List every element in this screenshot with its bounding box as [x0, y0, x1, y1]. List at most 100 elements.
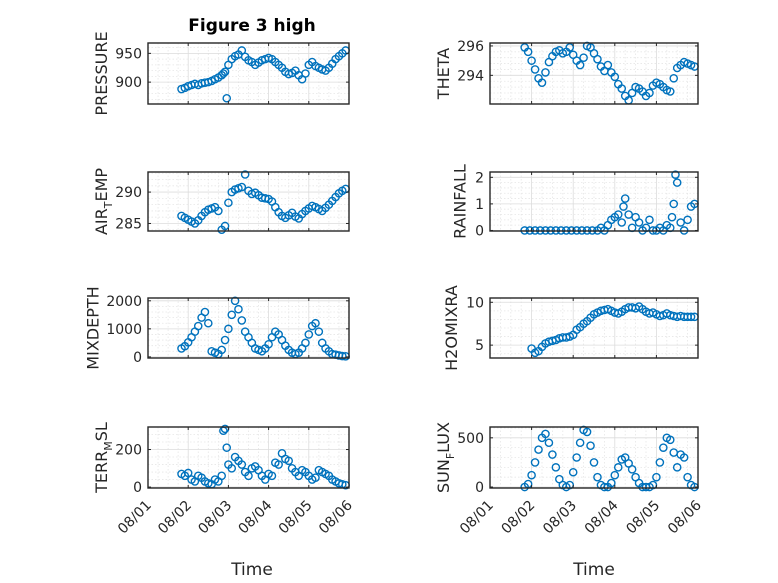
panel-4-ytick-label: 2: [475, 170, 484, 186]
panel-2-point: [527, 56, 536, 65]
panel-6-point: [686, 312, 696, 322]
panel-5-point: [337, 351, 347, 361]
panel-5-ytick-label: 0: [133, 350, 142, 366]
panel-5-point: [200, 307, 210, 317]
panel-8-ytick-label: 0: [475, 480, 484, 496]
panel-2-point: [603, 60, 613, 70]
panel-8-point: [551, 463, 561, 472]
panel-8-point: [575, 438, 585, 448]
panel-2-ytick-label: 294: [457, 68, 484, 84]
panel-5-point: [301, 338, 310, 348]
panel-2-ylabel: THETA: [434, 48, 453, 100]
panel-8-xtick-label: 08/05: [623, 498, 663, 538]
panel-5-point: [220, 335, 230, 345]
panel-8-point: [534, 445, 543, 454]
panel-4-ytick-label: 0: [475, 223, 484, 239]
panel-8-ytick-label: 500: [457, 431, 484, 447]
panel-5-point: [227, 310, 237, 320]
panel-3-point: [237, 182, 247, 192]
panel-8-point: [600, 482, 609, 492]
panel-7-point: [237, 460, 247, 469]
panel-6-ytick-label: 5: [475, 338, 484, 354]
panel-4: 0 1 2 RAINFALL: [451, 164, 699, 239]
panel-8-point: [683, 472, 692, 482]
panel-2-point: [565, 43, 575, 52]
panel-8-point: [627, 465, 637, 474]
panel-7-ytick-label: 200: [115, 443, 142, 459]
panel-7-xtick-label: 08/05: [276, 498, 316, 538]
panel-4-ytick-label: 1: [475, 197, 484, 213]
panel-1-axes-box: [147, 42, 350, 105]
panel-5-axes-box: [147, 297, 350, 359]
panel-8-xtick-label: 08/03: [540, 498, 580, 538]
panel-6-background: [490, 298, 698, 358]
panel-7-ylabel: TERRMSL: [92, 422, 115, 494]
panel-6: 5 10 H2OMIXRA: [442, 285, 699, 371]
panel-2-point: [617, 84, 627, 93]
panel-8-point: [586, 441, 595, 450]
figure-title: Figure 3 high: [188, 16, 316, 36]
panel-4-point: [620, 194, 630, 203]
panel-8-point: [582, 427, 592, 437]
panel-8-point: [572, 453, 581, 462]
panel-7-point: [274, 460, 283, 469]
panel-1-background: [148, 43, 349, 104]
panel-1-ytick-label: 900: [115, 75, 142, 91]
panel-8-point: [613, 463, 623, 472]
panel-4-point: [667, 212, 677, 222]
panel-7-xtick-label: 08/02: [155, 498, 195, 538]
panel-3-point: [214, 206, 223, 216]
panel-3-point: [240, 170, 250, 179]
panel-4-point: [613, 210, 623, 219]
panel-7-point: [311, 473, 320, 482]
panel-4-point: [634, 218, 644, 227]
panel-2-point: [530, 65, 540, 74]
panel-8-point: [589, 458, 599, 467]
panel-5-point: [193, 321, 203, 331]
panel-5-ytick-label: 1000: [106, 322, 142, 338]
panel-5-point: [224, 324, 233, 334]
panel-8-point: [544, 438, 554, 448]
panel-1-point: [220, 67, 230, 77]
panel-7: 0 200 08/01 08/02 08/03 08/04 08/05 08/06 TERRMS…: [92, 422, 356, 537]
panel-6-ylabel: H2OMIXRA: [442, 285, 461, 371]
panel-2-point: [610, 72, 620, 82]
panel-3-axes-box: [147, 171, 350, 232]
panel-2-point: [523, 47, 533, 57]
panel-8-point: [672, 463, 682, 472]
panel-2-ytick-label: 296: [457, 39, 484, 55]
panel-8-point: [541, 429, 550, 439]
panel-7-point: [284, 456, 294, 466]
panel-7-point: [244, 471, 253, 481]
panel-8-point: [527, 470, 536, 480]
panel-5-point: [230, 296, 240, 306]
panel-2-point: [579, 53, 588, 62]
panel-8-point: [530, 458, 540, 467]
panel-2-point: [593, 54, 602, 64]
panel-4-point: [617, 218, 627, 227]
panel-5-point: [234, 304, 243, 314]
panel-5-point: [264, 339, 273, 349]
panel-1-ylabel: PRESSURE: [92, 31, 111, 115]
panel-7-xtick-label: 08/06: [316, 497, 356, 537]
panel-5-ytick-label: 2000: [106, 294, 142, 310]
panel-8-point: [593, 472, 602, 482]
panel-8-axes-box: [489, 426, 699, 489]
panel-8: 0 500 08/01 08/02 08/03 08/04 08/05 08/06 SUNFLU…: [434, 422, 705, 537]
x-axis-label-right: Time: [572, 560, 615, 580]
panel-3-ylabel: AIRTEMP: [92, 168, 115, 235]
panel-3-point: [260, 194, 270, 203]
panel-8-point: [610, 470, 620, 480]
panel-8-point: [548, 450, 557, 459]
panel-5-point: [314, 327, 324, 336]
panel-4-point: [672, 178, 682, 187]
panel-8-xtick-label: 08/02: [499, 498, 539, 538]
panel-8-ylabel: SUNFLUX: [434, 422, 457, 493]
panel-4-ylabel: RAINFALL: [451, 164, 470, 239]
panel-1-point: [237, 46, 247, 55]
